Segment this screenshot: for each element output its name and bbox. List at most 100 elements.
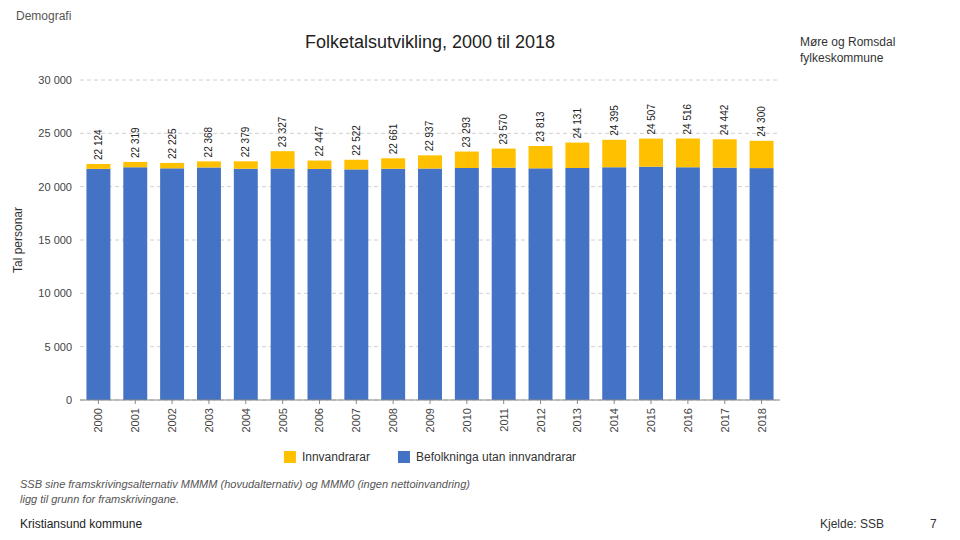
bar bbox=[344, 160, 368, 170]
logo-text: Møre og Romsdal bbox=[800, 35, 895, 49]
header-text: Demografi bbox=[16, 9, 71, 23]
total-label: 23 293 bbox=[461, 117, 472, 148]
legend: Innvandrarar Befolkninga utan innvandrara… bbox=[284, 450, 576, 464]
total-label: 22 522 bbox=[351, 125, 362, 156]
total-label: 24 516 bbox=[682, 103, 693, 134]
x-tick-label: 2003 bbox=[203, 408, 215, 432]
bar bbox=[123, 162, 147, 167]
bar bbox=[418, 155, 442, 168]
y-tick-label: 20 000 bbox=[38, 181, 72, 193]
footer-text: ligg til grunn for framskrivingane. bbox=[20, 493, 179, 505]
bar bbox=[381, 169, 405, 400]
background bbox=[0, 0, 960, 540]
bar bbox=[750, 168, 774, 400]
chart-title: Folketalsutvikling, 2000 til 2018 bbox=[305, 32, 555, 52]
bar bbox=[271, 151, 295, 168]
bars bbox=[86, 138, 773, 400]
bar bbox=[234, 161, 258, 168]
x-tick-label: 2017 bbox=[719, 408, 731, 432]
total-label: 22 379 bbox=[240, 126, 251, 157]
total-label: 24 300 bbox=[756, 106, 767, 137]
bar bbox=[197, 167, 221, 400]
total-labels: 22 12422 31922 22522 36822 37923 32722 4… bbox=[93, 103, 767, 160]
bar bbox=[418, 169, 442, 400]
bar bbox=[492, 149, 516, 168]
x-tick-label: 2002 bbox=[166, 408, 178, 432]
x-tick-label: 2015 bbox=[645, 408, 657, 432]
x-tick bbox=[651, 400, 652, 404]
x-tick bbox=[540, 400, 541, 404]
bar bbox=[713, 139, 737, 167]
x-tick-label: 2016 bbox=[682, 408, 694, 432]
x-tick-label: 2012 bbox=[535, 408, 547, 432]
x-tick-label: 2000 bbox=[92, 408, 104, 432]
legend-label: Innvandrarar bbox=[302, 450, 370, 464]
bar bbox=[197, 161, 221, 167]
bar bbox=[381, 158, 405, 168]
x-tick bbox=[503, 400, 504, 404]
x-tick bbox=[245, 400, 246, 404]
x-tick-label: 2001 bbox=[129, 408, 141, 432]
chart-root: 05 00010 00015 00020 00025 00030 000Tal … bbox=[0, 0, 960, 540]
bar bbox=[271, 169, 295, 400]
x-tick bbox=[282, 400, 283, 404]
y-axis-label: Tal personar bbox=[11, 207, 25, 273]
legend-swatch bbox=[398, 451, 410, 463]
x-tick-label: 2018 bbox=[756, 408, 768, 432]
legend-swatch bbox=[284, 451, 296, 463]
total-label: 22 937 bbox=[425, 120, 436, 151]
x-tick-label: 2014 bbox=[608, 408, 620, 432]
bar bbox=[160, 168, 184, 400]
bar bbox=[308, 161, 332, 169]
x-tick bbox=[430, 400, 431, 404]
bar bbox=[492, 168, 516, 400]
total-label: 23 570 bbox=[498, 114, 509, 145]
bar bbox=[602, 167, 626, 400]
x-tick bbox=[172, 400, 173, 404]
footer-text: SSB sine framskrivingsalternativ MMMM (h… bbox=[20, 478, 470, 490]
y-tick-label: 0 bbox=[66, 394, 72, 406]
bar bbox=[529, 146, 553, 168]
y-tick-label: 15 000 bbox=[38, 234, 72, 246]
total-label: 22 124 bbox=[93, 129, 104, 160]
total-label: 23 327 bbox=[277, 116, 288, 147]
bar bbox=[308, 169, 332, 400]
x-tick-label: 2013 bbox=[571, 408, 583, 432]
bar bbox=[160, 163, 184, 168]
x-tick bbox=[319, 400, 320, 404]
x-tick bbox=[614, 400, 615, 404]
bar bbox=[565, 143, 589, 168]
total-label: 24 442 bbox=[719, 104, 730, 135]
total-label: 24 507 bbox=[646, 104, 657, 135]
bar bbox=[676, 167, 700, 400]
logo-text: Kristiansund kommune bbox=[20, 517, 142, 531]
x-tick bbox=[356, 400, 357, 404]
source-text: Kjelde: SSB bbox=[820, 517, 884, 531]
bar bbox=[455, 168, 479, 400]
total-label: 23 813 bbox=[535, 111, 546, 142]
bar bbox=[602, 140, 626, 167]
x-tick-label: 2009 bbox=[424, 408, 436, 432]
legend-item: Befolkninga utan innvandrarar bbox=[398, 450, 576, 464]
x-tick-label: 2007 bbox=[350, 408, 362, 432]
bar bbox=[529, 168, 553, 400]
bar-series bbox=[86, 167, 773, 400]
x-tick bbox=[687, 400, 688, 404]
grid-line bbox=[80, 80, 780, 81]
x-tick bbox=[577, 400, 578, 404]
x-tick bbox=[466, 400, 467, 404]
bar bbox=[676, 138, 700, 167]
x-tick-label: 2008 bbox=[387, 408, 399, 432]
total-label: 22 368 bbox=[203, 126, 214, 157]
bar bbox=[713, 168, 737, 400]
y-tick-label: 10 000 bbox=[38, 287, 72, 299]
bar bbox=[565, 168, 589, 400]
total-label: 24 395 bbox=[609, 105, 620, 136]
bar bbox=[639, 167, 663, 400]
x-tick bbox=[724, 400, 725, 404]
y-tick-labels: 05 00010 00015 00020 00025 00030 000 bbox=[38, 74, 72, 406]
bar bbox=[123, 167, 147, 400]
total-label: 22 319 bbox=[130, 127, 141, 158]
y-grid bbox=[80, 80, 780, 400]
bar bbox=[455, 152, 479, 168]
